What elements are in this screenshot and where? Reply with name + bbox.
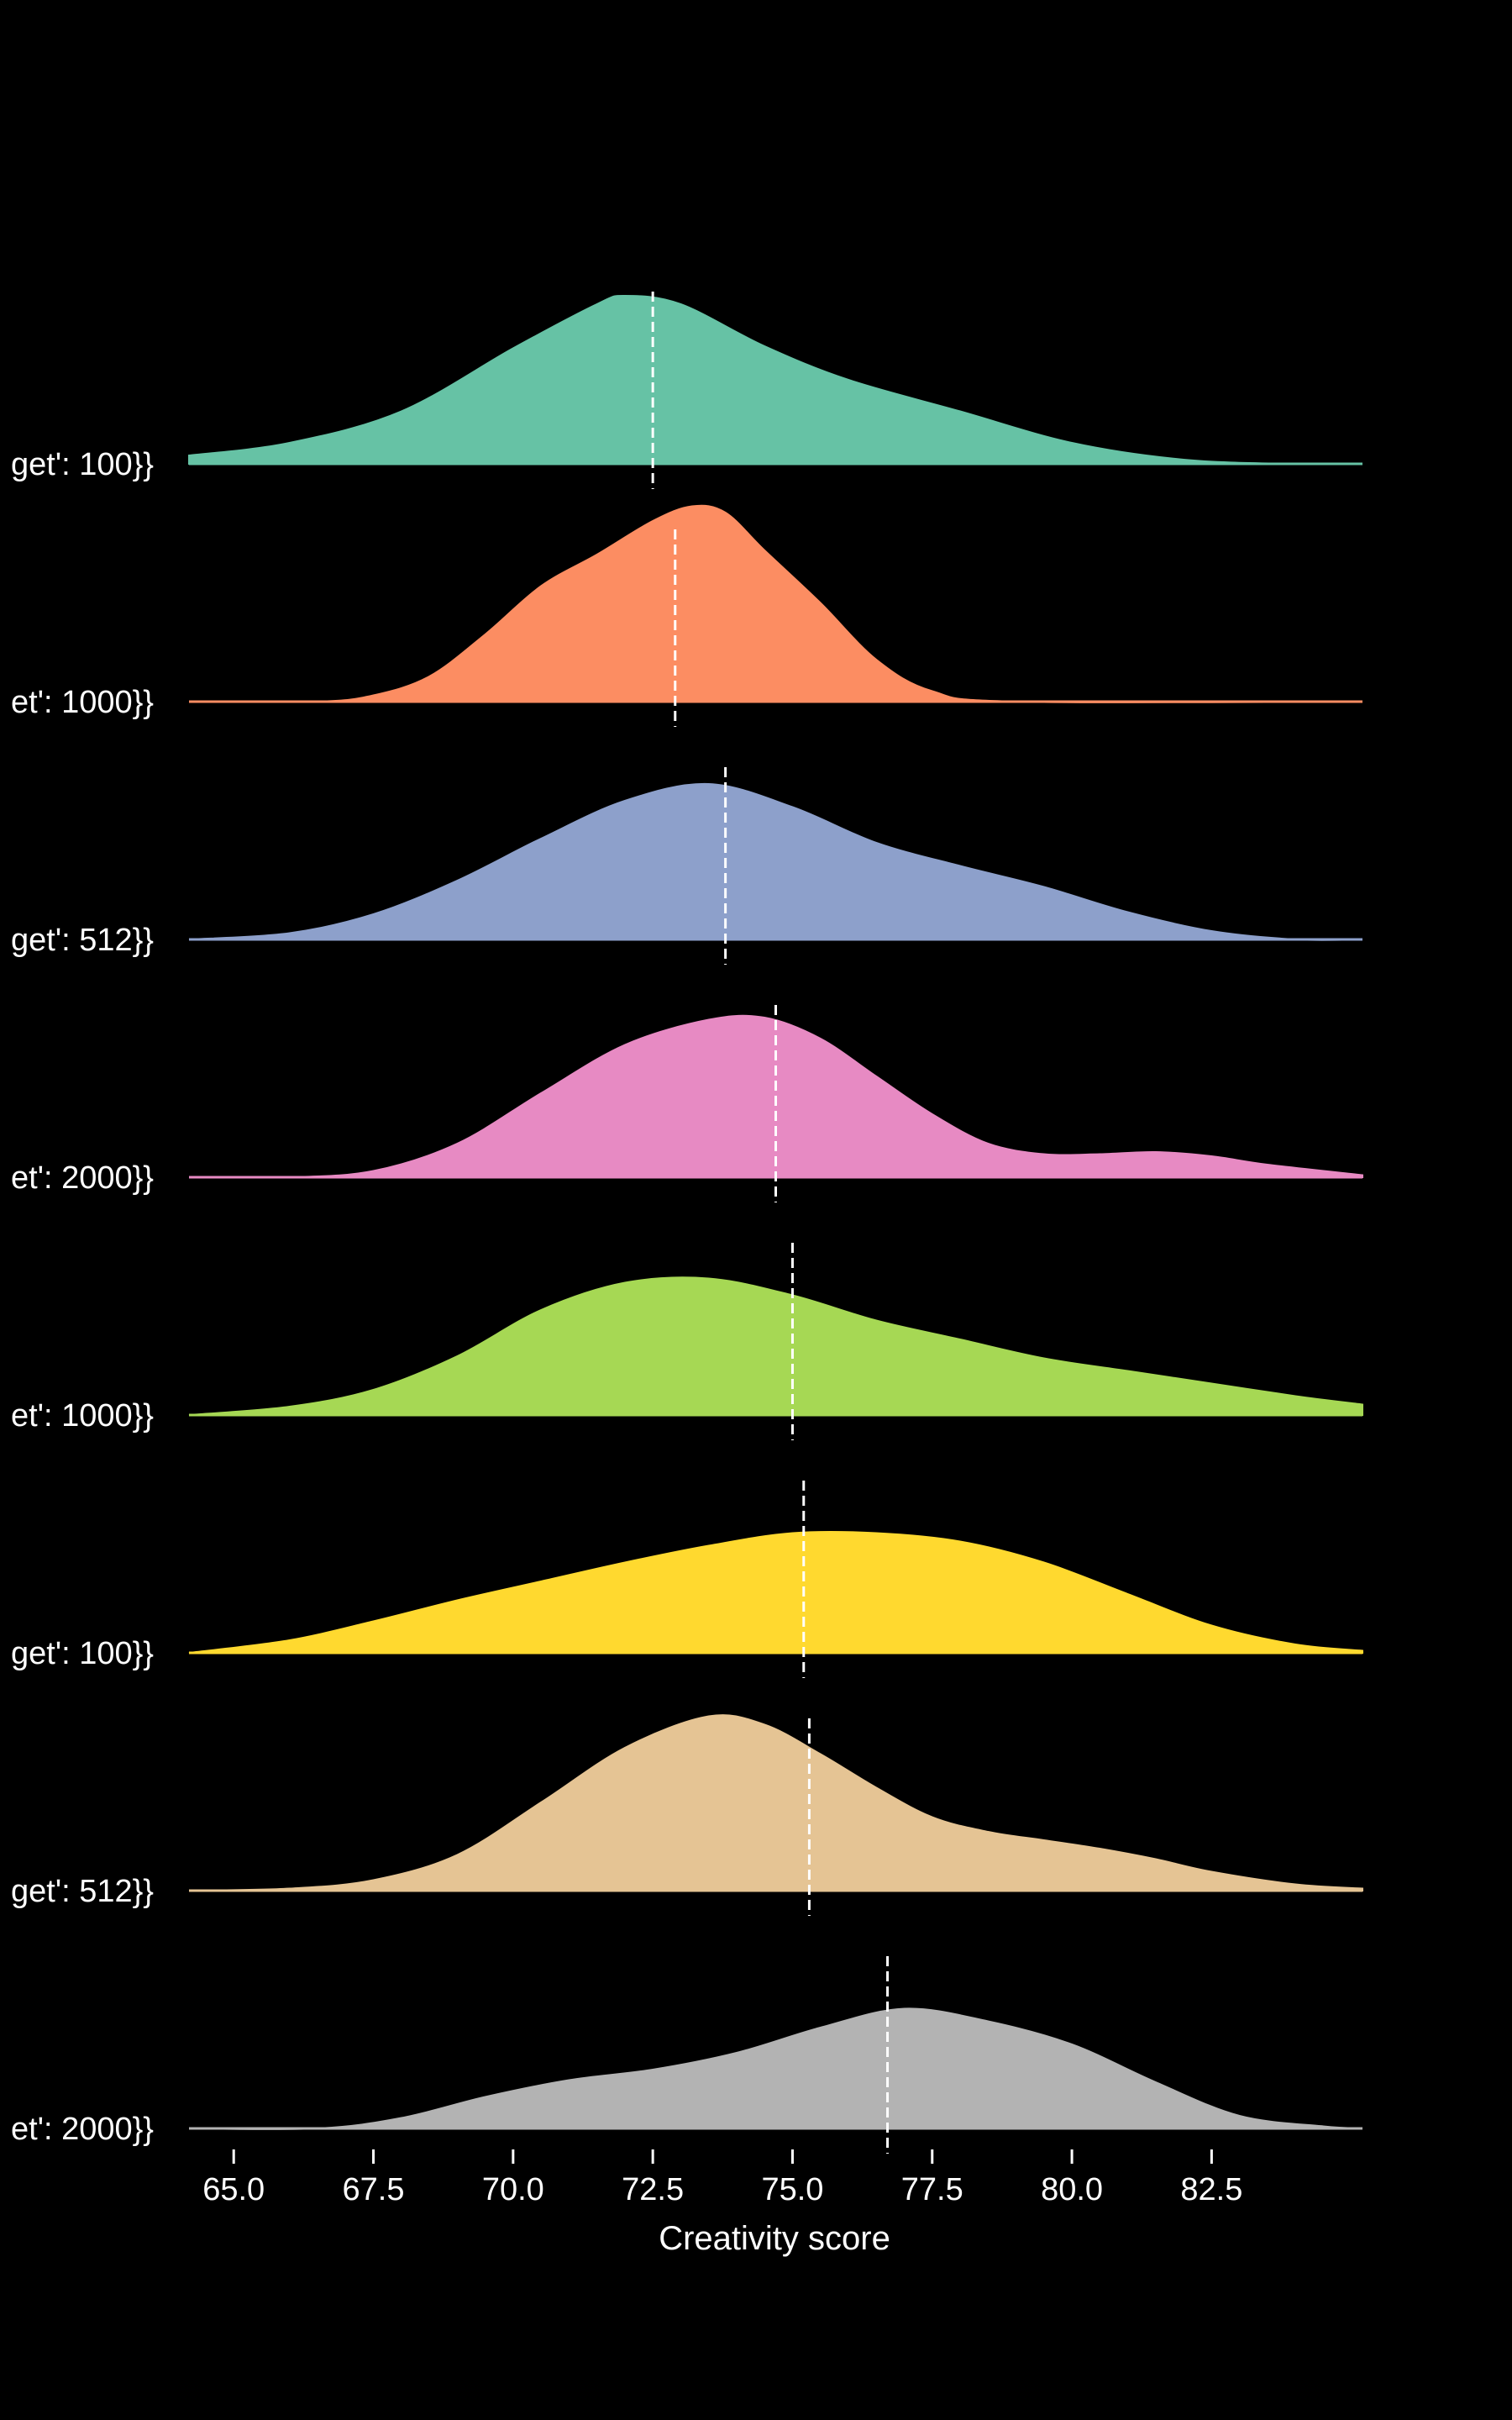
ridge-6: get': 100}} xyxy=(11,1481,1363,1678)
ridge-label: et': 2000}} xyxy=(11,2112,154,2147)
x-tick-label: 75.0 xyxy=(761,2172,823,2207)
ridge-label: get': 100}} xyxy=(11,1636,154,1671)
density-area xyxy=(188,504,1363,703)
ridge-2: et': 1000}} xyxy=(11,504,1363,727)
ridge-label: et': 2000}} xyxy=(11,1160,154,1196)
ridge-label: et': 1000}} xyxy=(11,685,154,720)
ridge-5: et': 1000}} xyxy=(11,1243,1363,1440)
density-area xyxy=(188,294,1363,466)
x-axis-title: Creativity score xyxy=(659,2220,890,2257)
ridge-1: get': 100}} xyxy=(11,292,1363,489)
x-tick-label: 80.0 xyxy=(1041,2172,1103,2207)
x-tick-label: 65.0 xyxy=(202,2172,265,2207)
ridge-label: get': 512}} xyxy=(11,1874,154,1909)
x-tick-label: 70.0 xyxy=(482,2172,544,2207)
ridge-7: get': 512}} xyxy=(11,1714,1363,1916)
density-area xyxy=(188,1530,1363,1654)
ridge-label: get': 512}} xyxy=(11,923,154,958)
x-tick-label: 72.5 xyxy=(622,2172,684,2207)
x-tick-label: 82.5 xyxy=(1180,2172,1242,2207)
ridge-4: et': 2000}} xyxy=(11,1005,1363,1202)
x-tick-label: 77.5 xyxy=(901,2172,963,2207)
x-tick-label: 67.5 xyxy=(343,2172,405,2207)
ridges-layer: get': 100}} et': 1000}} get': 512}} et': 20… xyxy=(11,292,1363,2154)
density-area xyxy=(188,782,1363,941)
density-area xyxy=(188,1714,1363,1891)
ridge-3: get': 512}} xyxy=(11,767,1363,965)
ridge-label: et': 1000}} xyxy=(11,1398,154,1434)
ridge-8: et': 2000}} xyxy=(11,1956,1363,2154)
density-area xyxy=(188,2007,1363,2130)
x-axis: 65.0 67.5 70.0 72.5 75.0 77.5 80.0 82.5 xyxy=(202,2149,1242,2207)
ridge-label: get': 100}} xyxy=(11,447,154,482)
